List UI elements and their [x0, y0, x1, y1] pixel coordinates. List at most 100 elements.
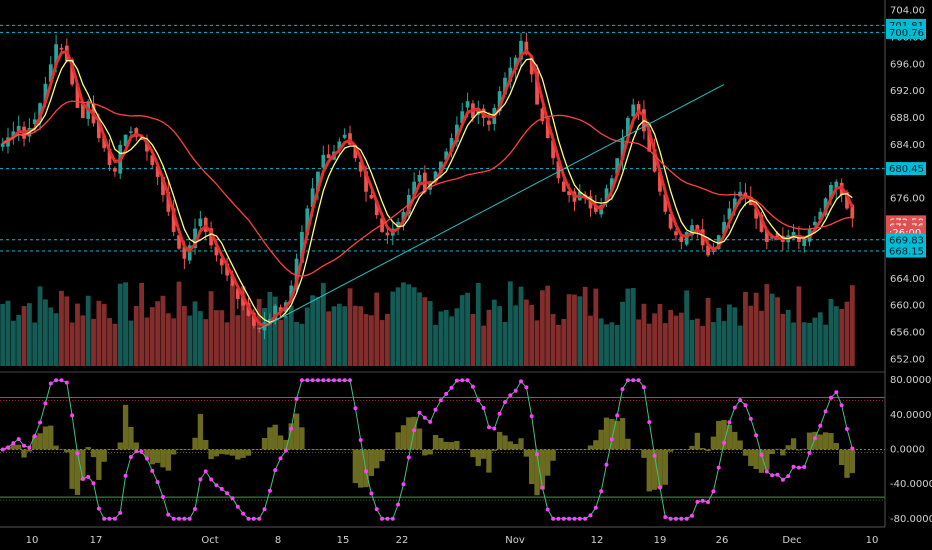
- oscillator-point: [182, 516, 187, 521]
- oscillator-point: [791, 464, 796, 469]
- time-tick-label: 17: [90, 535, 103, 546]
- oscillator-point: [513, 388, 518, 393]
- oscillator-histogram-bar: [609, 419, 615, 450]
- oscillator-histogram-bar: [849, 449, 855, 474]
- price-tag-box: [886, 25, 926, 39]
- oscillator-histogram-bar: [171, 449, 177, 455]
- oscillator-histogram-bar: [208, 449, 214, 460]
- volume-bar: [844, 301, 850, 366]
- oscillator-histogram-bar: [283, 439, 289, 450]
- oscillator-histogram-bar: [625, 438, 631, 450]
- oscillator-point: [780, 477, 785, 482]
- volume-bar: [43, 299, 48, 366]
- oscillator-histogram-bar: [165, 449, 171, 471]
- price-panel[interactable]: [0, 24, 885, 340]
- oscillator-point: [839, 403, 844, 408]
- time-axis[interactable]: 10 17 Oct 8 15 22 Nov 12 19 26 Dec 10: [26, 535, 879, 546]
- oscillator-histogram-bar: [593, 440, 599, 450]
- volume-bar: [208, 291, 214, 366]
- oscillator-point: [796, 465, 801, 470]
- oscillator-point: [385, 516, 390, 521]
- oscillator-point: [417, 410, 422, 415]
- volume-bar: [812, 317, 818, 366]
- oscillator-point: [743, 403, 748, 408]
- oscillator-histogram-bar: [657, 449, 663, 488]
- oscillator-point: [177, 516, 181, 521]
- oscillator-point: [16, 437, 21, 442]
- volume-bar: [331, 306, 337, 366]
- oscillator-point: [561, 516, 566, 521]
- candle: [556, 161, 561, 179]
- candle: [647, 129, 652, 152]
- oscillator-point: [342, 378, 347, 383]
- price-tag-box: [886, 244, 926, 258]
- volume-bar: [694, 318, 700, 366]
- oscillator-histogram-bar: [662, 449, 668, 485]
- oscillator-histogram-bar: [293, 413, 300, 450]
- oscillator-histogram-bar: [785, 445, 791, 450]
- volume-bar: [96, 300, 102, 366]
- oscillator-point: [695, 499, 700, 504]
- oscillator-histogram-bar: [753, 449, 759, 470]
- volume-bar: [491, 299, 497, 366]
- volume-bar: [385, 313, 390, 366]
- volume-bar: [620, 301, 625, 366]
- oscillator-histogram-bar: [133, 442, 139, 450]
- volume-bar: [374, 292, 380, 366]
- candle: [732, 198, 737, 210]
- candle: [32, 119, 37, 125]
- candle: [134, 128, 139, 137]
- oscillator-point: [465, 378, 470, 383]
- volume-bar: [197, 311, 203, 366]
- oscillator-histogram-bar: [443, 441, 449, 450]
- oscillator-point: [369, 491, 374, 496]
- candle: [321, 154, 326, 168]
- volume-bar: [470, 314, 476, 366]
- oscillator-point: [406, 455, 411, 460]
- oscillator-histogram-bar: [529, 449, 535, 485]
- oscillator-histogram-bar: [224, 449, 230, 455]
- oscillator-point: [150, 468, 155, 473]
- oscillator-histogram-bar: [684, 449, 690, 450]
- volume-bar: [513, 305, 519, 366]
- oscillator-histogram-bar: [37, 433, 43, 450]
- oscillator-histogram-bar: [422, 449, 428, 456]
- price-tick-label: 652.00: [890, 354, 925, 365]
- oscillator-point: [497, 411, 502, 416]
- oscillator-histogram-bar: [347, 449, 353, 450]
- oscillator-point: [332, 378, 336, 383]
- oscillator-axis[interactable]: 80.0000 40.0000 0.0000 -40.0000 -80.0000: [890, 375, 932, 525]
- oscillator-panel[interactable]: [0, 378, 885, 521]
- candle: [107, 148, 112, 165]
- volume-bar: [0, 303, 6, 366]
- candle: [668, 213, 673, 229]
- oscillator-histogram-bar: [603, 417, 610, 450]
- candle: [802, 238, 807, 246]
- volume-bar: [75, 303, 80, 366]
- oscillator-histogram-bar: [219, 449, 225, 454]
- oscillator-point: [80, 477, 85, 481]
- candle: [615, 158, 620, 175]
- volume-bar: [139, 282, 145, 366]
- candle: [690, 225, 694, 236]
- price-tick-label: 692.00: [890, 86, 925, 97]
- candle: [727, 208, 732, 220]
- candle: [96, 120, 101, 139]
- oscillator-point: [209, 477, 214, 482]
- moving-average-line: [1, 48, 854, 328]
- volume-bar: [101, 304, 107, 366]
- oscillator-point: [845, 426, 849, 431]
- candle: [161, 177, 165, 196]
- volume-bar: [10, 320, 16, 366]
- oscillator-point: [257, 516, 262, 521]
- volume-bar: [326, 311, 332, 366]
- oscillator-point: [390, 516, 395, 521]
- oscillator-histogram-bar: [780, 449, 786, 456]
- oscillator-histogram-bar: [748, 449, 754, 466]
- volume-bar: [507, 281, 513, 366]
- oscillator-point: [727, 420, 732, 425]
- candle: [465, 101, 470, 108]
- oscillator-point: [615, 413, 620, 418]
- time-tick-label: Oct: [201, 535, 218, 546]
